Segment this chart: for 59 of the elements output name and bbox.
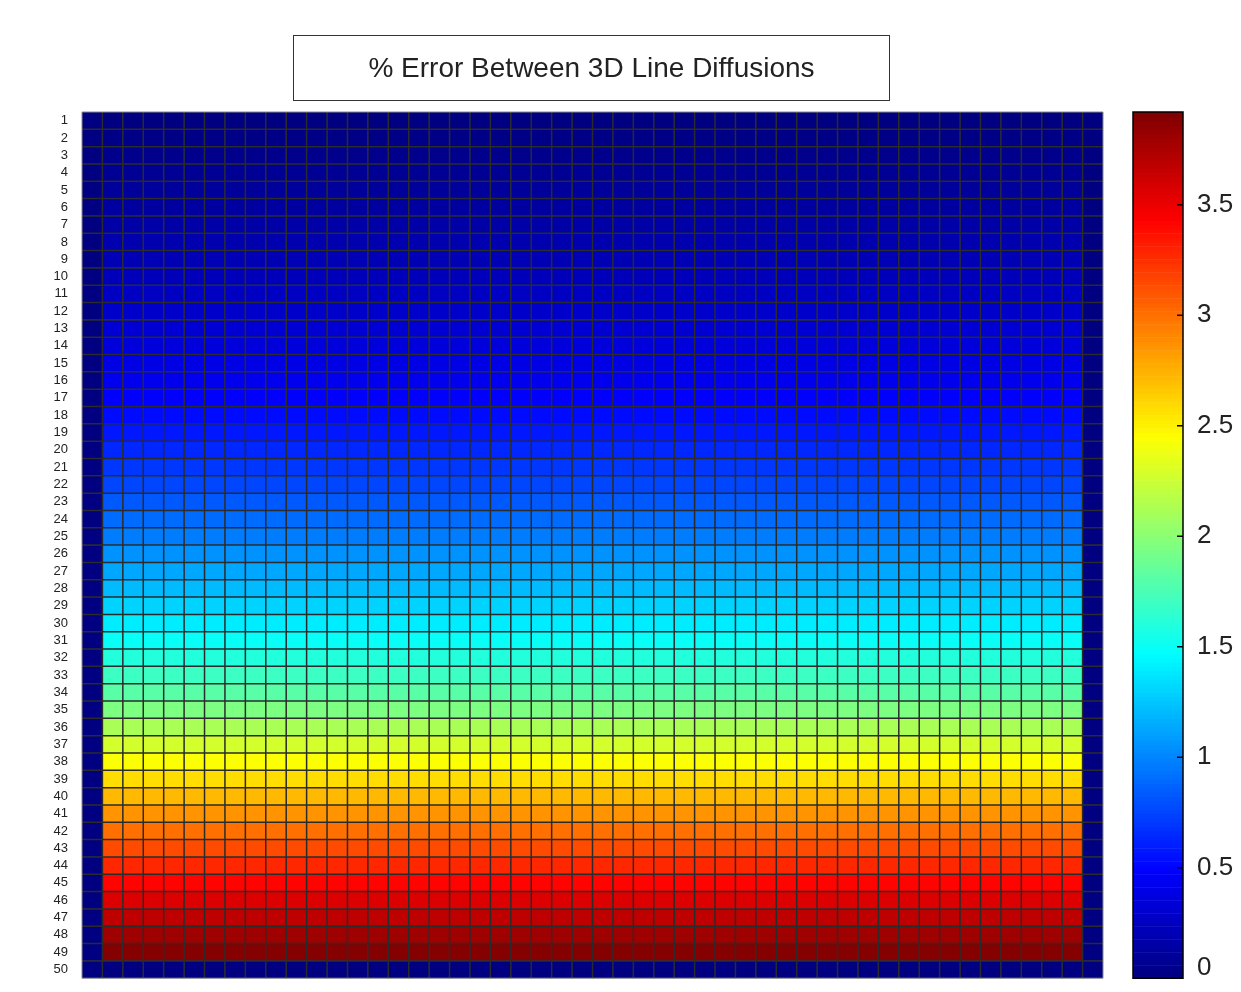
y-tick-label: 19 xyxy=(53,424,68,440)
y-tick-label: 29 xyxy=(53,597,68,613)
y-tick-label: 15 xyxy=(53,354,68,370)
y-tick-label: 48 xyxy=(53,926,68,942)
y-tick-label: 47 xyxy=(53,909,68,925)
y-tick-label: 13 xyxy=(53,320,68,336)
y-tick-label: 17 xyxy=(53,389,68,405)
color-bar-label: 1 xyxy=(1197,740,1212,771)
y-tick-label: 28 xyxy=(53,579,68,595)
y-tick-label: 22 xyxy=(53,476,68,492)
y-tick-label: 50 xyxy=(53,961,68,977)
y-tick-label: 2 xyxy=(60,129,68,145)
y-tick-label: 37 xyxy=(53,735,68,751)
y-tick-label: 33 xyxy=(53,666,68,682)
y-tick-label: 5 xyxy=(60,181,68,197)
y-tick-label: 43 xyxy=(53,839,68,855)
y-tick-label: 31 xyxy=(53,631,68,647)
y-tick-label: 45 xyxy=(53,874,68,890)
y-tick-label: 14 xyxy=(53,337,68,353)
color-bar-label: 3.5 xyxy=(1197,187,1234,218)
y-tick-label: 8 xyxy=(60,233,68,249)
y-tick-label: 44 xyxy=(53,857,68,873)
y-tick-label: 10 xyxy=(53,268,68,284)
y-tick-label: 42 xyxy=(53,822,68,838)
y-tick-label: 36 xyxy=(53,718,68,734)
y-tick-label: 20 xyxy=(53,441,68,457)
y-tick-label: 25 xyxy=(53,528,68,544)
color-bar-label: 2.5 xyxy=(1197,408,1234,439)
color-bar-label: 1.5 xyxy=(1197,629,1234,660)
y-tick-label: 35 xyxy=(53,701,68,717)
y-tick-label: 9 xyxy=(60,250,68,266)
y-tick-label: 21 xyxy=(53,458,68,474)
y-tick-label: 24 xyxy=(53,510,68,526)
y-tick-label: 16 xyxy=(53,372,68,388)
chart-title: % Error Between 3D Line Diffusions xyxy=(293,35,890,101)
y-tick-label: 39 xyxy=(53,770,68,786)
y-tick-label: 18 xyxy=(53,406,68,422)
y-tick-label: 12 xyxy=(53,302,68,318)
y-tick-label: 41 xyxy=(53,805,68,821)
y-tick-label: 3 xyxy=(60,146,68,162)
y-tick-label: 38 xyxy=(53,753,68,769)
color-bar-label: 2 xyxy=(1197,519,1212,550)
y-tick-label: 6 xyxy=(60,198,68,214)
y-tick-label: 7 xyxy=(60,216,68,232)
y-tick-label: 30 xyxy=(53,614,68,630)
y-tick-label: 23 xyxy=(53,493,68,509)
y-tick-label: 4 xyxy=(60,164,68,180)
color-bar-label: 3 xyxy=(1197,298,1212,329)
y-tick-label: 46 xyxy=(53,891,68,907)
y-tick-label: 27 xyxy=(53,562,68,578)
y-tick-label: 34 xyxy=(53,683,68,699)
y-tick-label: 49 xyxy=(53,943,68,959)
y-tick-label: 11 xyxy=(54,285,68,301)
y-tick-label: 32 xyxy=(53,649,68,665)
y-tick-label: 40 xyxy=(53,787,68,803)
y-tick-label: 26 xyxy=(53,545,68,561)
color-bar-label: 0.5 xyxy=(1197,850,1234,881)
y-tick-label: 1 xyxy=(60,112,68,128)
color-bar-label: 0 xyxy=(1197,951,1212,982)
